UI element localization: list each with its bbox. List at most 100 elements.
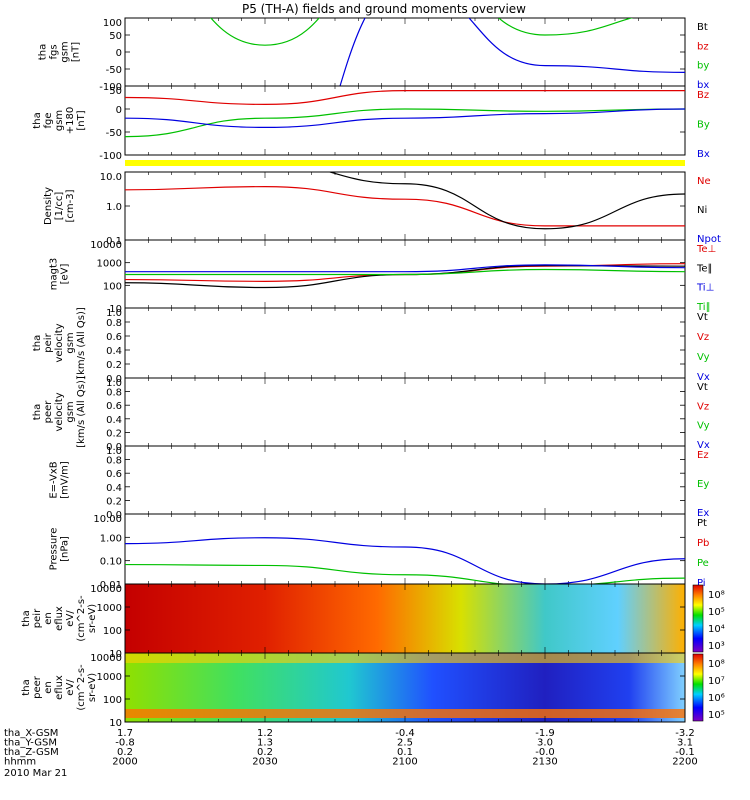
panel-temperature: 10000 1000 100 10 magt3[eV] Te⊥ Te∥ Ti⊥ Ti∥ (49, 239, 716, 315)
y-tick-label: 100 (103, 695, 122, 706)
legend-Ey: Ey (697, 479, 709, 490)
y-axis-label-line: tha (21, 610, 32, 626)
y-axis-label-line: [nT] (76, 110, 87, 130)
y-axis-label-line: eflux (54, 675, 65, 700)
legend-By: By (697, 120, 710, 131)
panel-peer_eflux: 10⁸ 10⁷ 10⁶ 10⁵ 10000 1000 100 10 thapeereneflux… (21, 652, 725, 729)
panel-frame (124, 85, 686, 156)
orbit-value: -0.1 (675, 747, 695, 758)
legend-Vy: Vy (697, 421, 710, 432)
legend-bx: bx (697, 80, 709, 91)
colorbar-tick-label: 10³ (708, 641, 725, 652)
colorbar-tick-label: 10⁵ (708, 710, 725, 721)
y-axis-label-line: tha (32, 335, 43, 351)
orbit-row-label: tha_Y-GSM (4, 738, 57, 749)
y-axis-label-line: [cm-3] (65, 189, 76, 222)
y-axis-label-line: peir (43, 332, 54, 352)
y-axis-label-line: magt3 (49, 258, 60, 291)
series-line-Bx (125, 108, 685, 129)
panel-density: 10.0 1.0 0.1 Density[1/cc][cm-3] Ne Ni Npot (43, 171, 721, 247)
y-axis-label-line: [km/s (All Qs)] (76, 376, 87, 448)
y-axis-label-line: sr-eV) (87, 673, 98, 702)
series-line-Ti⊥ (125, 264, 685, 273)
panel-peir_velocity: 1.00.8 0.6 0.4 0.2 0.0 thapeirvelocitygsm[km/… (32, 307, 710, 385)
orbit-table: tha_X-GSMtha_Y-GSMtha_Z-GSMhhmm1.7-0.80.… (4, 728, 698, 768)
legend-Bz: Bz (697, 90, 709, 101)
legend-Vx: Vx (697, 372, 710, 383)
y-tick-label: -100 (99, 82, 122, 93)
y-axis-label-line: tha (32, 404, 43, 420)
y-axis-label: thapeirvelocitygsm[km/s (All Qs)] (32, 307, 87, 379)
legend-Ex: Ex (697, 508, 709, 519)
legend-Bx: Bx (697, 149, 710, 160)
y-axis-label-line: sr-eV) (87, 604, 98, 633)
y-tick-label: -50 (106, 128, 122, 139)
y-axis-label-line: E=-VxB (49, 461, 60, 498)
y-axis-label-line: +180 (65, 107, 76, 134)
y-axis-label-line: eflux (54, 606, 65, 631)
series-line-Bz (125, 89, 685, 106)
legend-Te⊥: Te⊥ (696, 244, 716, 255)
colorbar-tick-label: 10⁷ (708, 676, 725, 687)
y-axis-label-line: [km/s (All Qs)] (76, 307, 87, 379)
legend-by: by (697, 61, 709, 72)
y-tick-label: 10000 (90, 653, 122, 664)
orbit-value: 1.3 (257, 738, 273, 749)
legend-Ti⊥: Ti⊥ (696, 283, 714, 294)
series-line-Ti∥ (125, 268, 685, 276)
y-axis-label-line: [eV] (60, 264, 71, 285)
y-axis-label: thapeervelocitygsm[km/s (All Qs)] (32, 376, 87, 448)
panel-efield: 1.00.8 0.6 0.4 0.2 0.0 E=-VxB[mV/m] Ez Ey Ex (49, 445, 709, 521)
y-tick-label: 10 (109, 304, 122, 315)
y-tick-label: 0.4 (106, 483, 122, 494)
y-tick-label: 0.2 (106, 496, 122, 507)
y-tick-label: 50 (109, 31, 122, 42)
orbit-value: 3.0 (537, 738, 553, 749)
y-tick-label: 1.0 (106, 378, 122, 389)
y-axis-label-line: peer (32, 675, 43, 699)
y-axis-label-line: fgs (49, 44, 60, 59)
panel-peir_eflux: 10⁸ 10⁵ 10⁴ 10³ 10000 1000 100 10 thapeireneflux… (21, 583, 725, 660)
legend-Bt: Bt (697, 22, 708, 33)
panel-peer_velocity: 1.00.8 0.6 0.4 0.2 0.0 thapeervelocitygsm[km/… (32, 376, 710, 453)
legend-Pt: Pt (697, 518, 707, 529)
legend-Ni: Ni (697, 205, 707, 216)
orbit-value: 1.2 (257, 728, 273, 739)
orbit-value: 2100 (392, 757, 417, 768)
y-tick-label: 10.00 (93, 514, 122, 525)
y-axis-label: thafgsgsm[nT] (38, 41, 82, 62)
y-tick-label: 1.0 (106, 202, 122, 213)
legend-Npot: Npot (697, 234, 721, 245)
y-axis-label-line: (cm^2-s- (76, 664, 87, 711)
colorbar-tick-label: 10⁸ (708, 590, 725, 601)
y-axis-label-line: en (43, 612, 54, 625)
y-tick-label: 0 (116, 105, 122, 116)
y-tick-label: 0.4 (106, 346, 122, 357)
orbit-value: 3.1 (677, 738, 693, 749)
y-tick-label: 0.8 (106, 388, 122, 399)
legend-Ez: Ez (697, 450, 709, 461)
y-axis-label-line: gsm (60, 41, 71, 62)
y-tick-label: 0.6 (106, 332, 122, 343)
y-axis-label-line: [mV/m] (60, 461, 71, 499)
legend-Te∥: Te∥ (696, 263, 713, 274)
panel-frame (124, 171, 686, 241)
legend-Vz: Vz (697, 401, 709, 412)
orbit-value: -3.2 (675, 728, 695, 739)
orbit-value: 2130 (532, 757, 557, 768)
spacecraft-mode-bar (125, 160, 685, 166)
orbit-value: 1.7 (117, 728, 133, 739)
y-tick-label: 100 (103, 626, 122, 637)
y-tick-label: 0.6 (106, 469, 122, 480)
y-axis-label-line: [nPa] (60, 536, 71, 562)
y-tick-label: 0.2 (106, 428, 122, 439)
y-tick-label: 100 (103, 281, 122, 292)
series-group (125, 172, 685, 230)
legend-Pb: Pb (697, 538, 709, 549)
y-tick-label: 10000 (90, 584, 122, 595)
orbit-value: -0.8 (115, 738, 135, 749)
series-line-Pi (125, 537, 685, 584)
panel-fgs_gsm: 100 50 0 -50 -100 thafgsgsm[nT] Bt bz by bx (38, 17, 709, 93)
series-line-bx (339, 18, 685, 86)
orbit-value: 2000 (112, 757, 137, 768)
